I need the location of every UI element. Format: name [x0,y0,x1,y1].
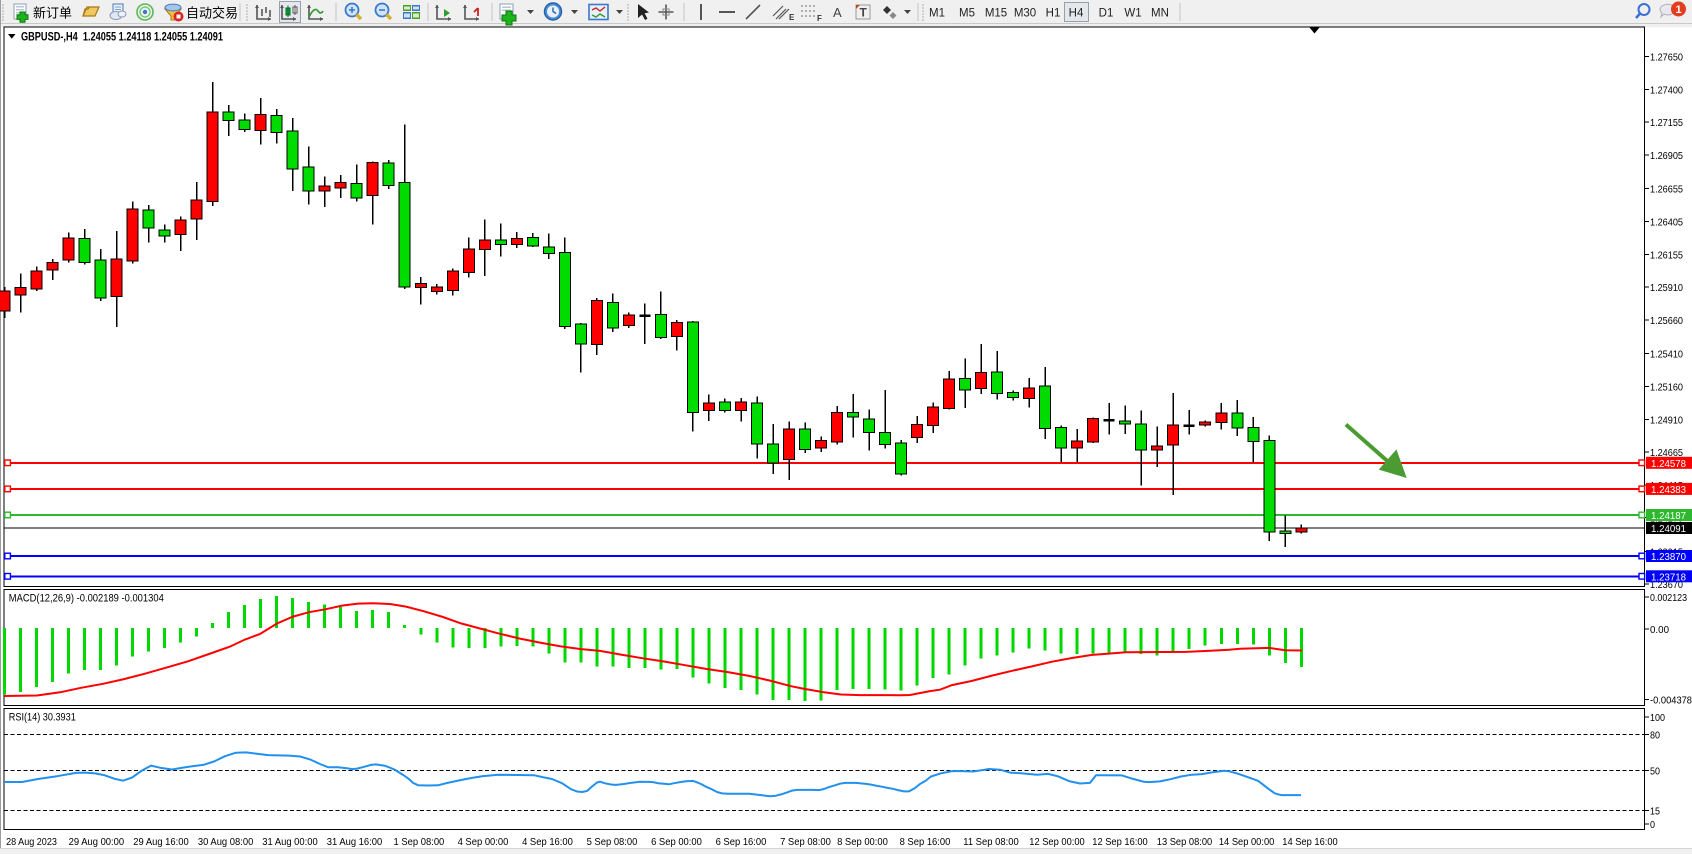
svg-text:W1: W1 [1124,8,1141,20]
svg-text:1.27400: 1.27400 [1650,85,1683,97]
svg-text:1.27155: 1.27155 [1650,117,1683,129]
svg-text:0: 0 [1650,819,1655,831]
svg-text:30 Aug 08:00: 30 Aug 08:00 [198,836,254,848]
svg-text:12 Sep 00:00: 12 Sep 00:00 [1029,836,1085,848]
svg-text:29 Aug 00:00: 29 Aug 00:00 [69,836,125,848]
svg-text:-0.004378: -0.004378 [1650,695,1692,707]
svg-text:29 Aug 16:00: 29 Aug 16:00 [133,836,189,848]
svg-text:M30: M30 [1014,8,1036,20]
svg-text:1.24910: 1.24910 [1650,415,1683,427]
svg-text:7 Sep 08:00: 7 Sep 08:00 [780,836,831,848]
svg-text:31 Aug 16:00: 31 Aug 16:00 [327,836,383,848]
svg-text:GBPUSD-,H4 1.24055 1.24118 1.: GBPUSD-,H4 1.24055 1.24118 1.24055 1.240… [21,32,223,44]
svg-text:11 Sep 08:00: 11 Sep 08:00 [963,836,1019,848]
svg-text:1.24665: 1.24665 [1650,447,1683,459]
svg-text:1.23870: 1.23870 [1651,551,1686,563]
svg-text:T: T [860,6,868,20]
svg-text:D1: D1 [1099,8,1114,20]
svg-text:14 Sep 00:00: 14 Sep 00:00 [1219,836,1275,848]
svg-text:15: 15 [1650,806,1660,818]
svg-text:1.24187: 1.24187 [1651,510,1686,522]
svg-text:1.24091: 1.24091 [1651,523,1686,535]
svg-text:新订单: 新订单 [33,6,72,21]
svg-text:RSI(14) 30.3931: RSI(14) 30.3931 [9,712,76,724]
svg-text:4 Sep 00:00: 4 Sep 00:00 [458,836,509,848]
svg-text:M15: M15 [985,8,1007,20]
svg-text:1.25410: 1.25410 [1650,348,1683,360]
svg-text:1.24383: 1.24383 [1651,484,1686,496]
svg-text:1.26405: 1.26405 [1650,217,1683,229]
svg-text:8 Sep 16:00: 8 Sep 16:00 [900,836,951,848]
svg-text:1.26155: 1.26155 [1650,250,1683,262]
svg-text:100: 100 [1650,712,1665,724]
svg-text:31 Aug 00:00: 31 Aug 00:00 [262,836,318,848]
svg-text:50: 50 [1650,766,1660,778]
svg-text:1.25160: 1.25160 [1650,381,1683,393]
svg-text:A: A [833,5,842,20]
svg-text:0.002123: 0.002123 [1650,592,1687,604]
svg-text:5 Sep 08:00: 5 Sep 08:00 [587,836,638,848]
svg-text:M5: M5 [959,8,975,20]
svg-text:6 Sep 16:00: 6 Sep 16:00 [716,836,767,848]
svg-text:1.27650: 1.27650 [1650,52,1683,64]
svg-text:1.24578: 1.24578 [1651,458,1686,470]
svg-text:1 Sep 08:00: 1 Sep 08:00 [393,836,444,848]
svg-text:1: 1 [1675,4,1681,16]
svg-text:MN: MN [1151,8,1169,20]
svg-text:1.26655: 1.26655 [1650,183,1683,195]
svg-text:H1: H1 [1046,8,1061,20]
svg-text:H4: H4 [1069,8,1084,20]
svg-text:1.23718: 1.23718 [1651,571,1686,583]
svg-text:自动交易: 自动交易 [186,6,238,21]
svg-text:E: E [789,13,795,22]
svg-text:1.25910: 1.25910 [1650,282,1683,294]
svg-text:14 Sep 16:00: 14 Sep 16:00 [1282,836,1338,848]
svg-text:12 Sep 16:00: 12 Sep 16:00 [1092,836,1148,848]
svg-text:28 Aug 2023: 28 Aug 2023 [6,836,57,848]
svg-text:M1: M1 [929,8,945,20]
svg-text:13 Sep 08:00: 13 Sep 08:00 [1157,836,1213,848]
svg-text:4 Sep 16:00: 4 Sep 16:00 [522,836,573,848]
svg-text:8 Sep 00:00: 8 Sep 00:00 [837,836,888,848]
svg-text:80: 80 [1650,730,1660,742]
svg-text:6 Sep 00:00: 6 Sep 00:00 [651,836,702,848]
svg-text:MACD(12,26,9) -0.002189 -0.001: MACD(12,26,9) -0.002189 -0.001304 [9,593,164,605]
svg-text:F: F [817,14,822,23]
svg-text:0.00: 0.00 [1650,624,1669,636]
svg-text:1.26905: 1.26905 [1650,150,1683,162]
svg-text:1.25660: 1.25660 [1650,315,1683,327]
